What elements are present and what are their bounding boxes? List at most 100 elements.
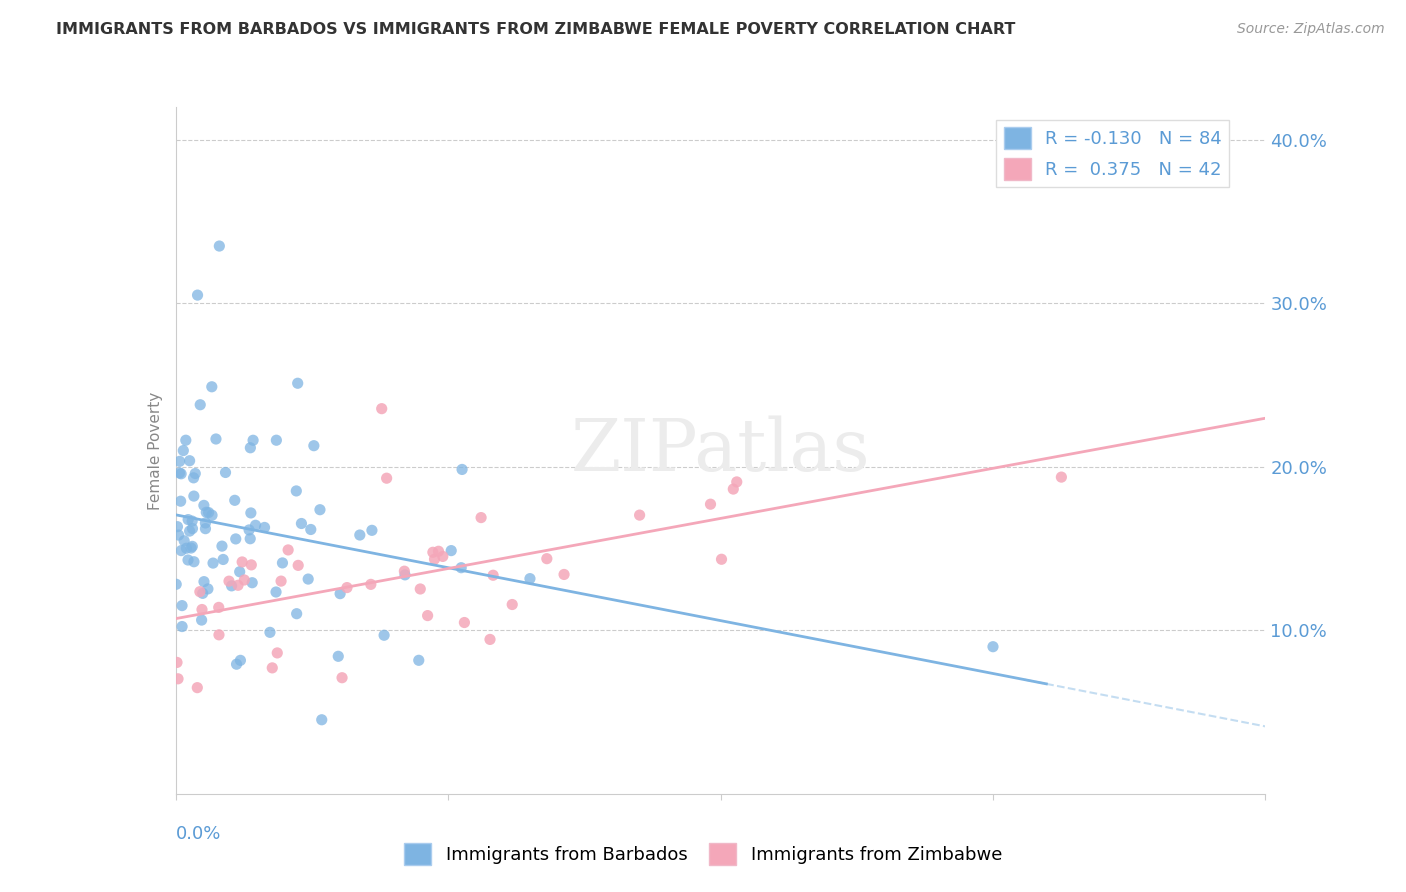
Point (266, 434, 288, 448)
Point (179, 453, 201, 467)
Point (166, 656, 188, 670)
Point (228, 565, 250, 579)
Point (233, 573, 256, 587)
Point (285, 607, 308, 621)
Point (361, 524, 384, 538)
Point (231, 555, 253, 569)
Point (479, 632, 502, 647)
Point (186, 288, 209, 302)
Point (259, 625, 281, 640)
Point (329, 587, 352, 601)
Point (224, 493, 246, 508)
Point (181, 514, 204, 528)
Point (240, 558, 263, 572)
Point (201, 508, 224, 523)
Point (375, 471, 398, 485)
Point (349, 528, 371, 542)
Point (169, 454, 191, 468)
Point (211, 539, 233, 553)
Point (218, 574, 240, 589)
Point (238, 523, 260, 537)
Text: 0.0%: 0.0% (176, 825, 221, 843)
Point (181, 522, 204, 536)
Point (553, 567, 575, 582)
Point (181, 540, 204, 554)
Point (299, 523, 322, 537)
Point (183, 471, 205, 485)
Point (225, 657, 247, 672)
Point (186, 681, 208, 695)
Point (188, 398, 211, 412)
Point (212, 552, 235, 566)
Point (336, 581, 359, 595)
Point (208, 239, 231, 253)
Point (165, 577, 187, 591)
Point (179, 524, 201, 538)
Point (167, 672, 190, 686)
Point (239, 441, 262, 455)
Point (266, 646, 288, 660)
Y-axis label: Female Poverty: Female Poverty (148, 392, 163, 509)
Point (176, 541, 198, 556)
Point (470, 510, 492, 524)
Point (245, 518, 267, 533)
Point (194, 516, 217, 530)
Point (360, 577, 382, 591)
Point (183, 555, 205, 569)
Point (183, 489, 205, 503)
Point (240, 575, 263, 590)
Point (302, 439, 325, 453)
Point (169, 494, 191, 508)
Point (197, 582, 219, 596)
Point (287, 558, 309, 573)
Text: IMMIGRANTS FROM BARBADOS VS IMMIGRANTS FROM ZIMBABWE FEMALE POVERTY CORRELATION : IMMIGRANTS FROM BARBADOS VS IMMIGRANTS F… (56, 22, 1015, 37)
Point (226, 578, 249, 592)
Point (290, 516, 312, 531)
Point (229, 653, 252, 667)
Point (202, 556, 225, 570)
Point (440, 543, 463, 558)
Point (264, 585, 287, 599)
Point (519, 572, 541, 586)
Point (172, 619, 194, 633)
Point (205, 432, 228, 446)
Point (214, 466, 236, 480)
Point (394, 564, 416, 578)
Point (208, 628, 231, 642)
Point (408, 653, 430, 667)
Point (239, 506, 262, 520)
Text: ZIPatlas: ZIPatlas (571, 415, 870, 486)
Point (710, 552, 733, 566)
Point (188, 584, 211, 599)
Point (177, 553, 200, 567)
Point (482, 568, 505, 582)
Point (723, 482, 745, 496)
Point (981, 640, 1004, 654)
Point (309, 502, 332, 516)
Point (725, 475, 748, 489)
Point (628, 508, 651, 522)
Point (253, 520, 276, 534)
Point (409, 582, 432, 596)
Point (190, 613, 212, 627)
Point (328, 649, 350, 664)
Point (170, 467, 193, 481)
Point (191, 602, 214, 616)
Point (394, 567, 416, 582)
Point (225, 532, 247, 546)
Point (432, 549, 454, 564)
Text: Source: ZipAtlas.com: Source: ZipAtlas.com (1237, 22, 1385, 37)
Point (191, 586, 214, 600)
Point (239, 532, 262, 546)
Point (180, 541, 202, 555)
Point (450, 560, 472, 574)
Point (311, 713, 333, 727)
Point (208, 600, 231, 615)
Point (262, 661, 284, 675)
Point (416, 608, 439, 623)
Point (193, 574, 215, 589)
Point (271, 556, 294, 570)
Point (201, 380, 224, 394)
Point (197, 506, 219, 520)
Point (330, 671, 353, 685)
